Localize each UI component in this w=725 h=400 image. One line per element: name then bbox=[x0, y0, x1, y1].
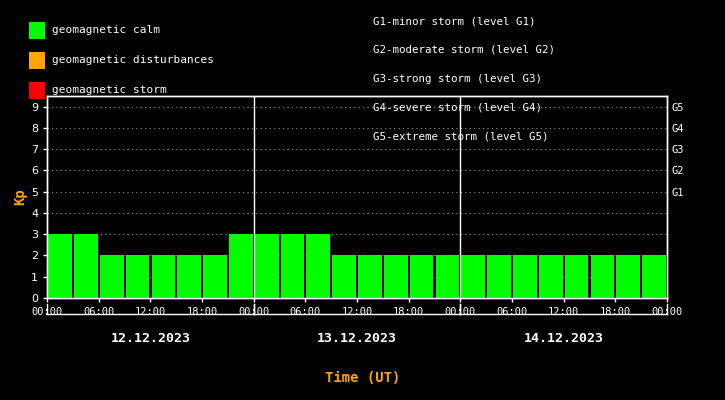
Bar bbox=[616, 256, 640, 298]
Text: G2-moderate storm (level G2): G2-moderate storm (level G2) bbox=[373, 45, 555, 55]
Bar bbox=[178, 256, 201, 298]
Bar bbox=[48, 234, 72, 298]
Bar bbox=[384, 256, 407, 298]
Text: 14.12.2023: 14.12.2023 bbox=[523, 332, 604, 344]
Bar bbox=[100, 256, 123, 298]
Bar bbox=[461, 256, 485, 298]
Text: 12.12.2023: 12.12.2023 bbox=[110, 332, 191, 344]
Text: G1-minor storm (level G1): G1-minor storm (level G1) bbox=[373, 16, 536, 26]
Bar bbox=[436, 256, 460, 298]
Bar bbox=[281, 234, 304, 298]
Bar bbox=[332, 256, 356, 298]
Bar bbox=[565, 256, 589, 298]
Text: Time (UT): Time (UT) bbox=[325, 371, 400, 385]
Bar bbox=[591, 256, 614, 298]
Bar bbox=[358, 256, 382, 298]
Bar bbox=[410, 256, 434, 298]
Bar bbox=[513, 256, 536, 298]
Y-axis label: Kp: Kp bbox=[13, 189, 27, 205]
Bar bbox=[203, 256, 227, 298]
Text: G3-strong storm (level G3): G3-strong storm (level G3) bbox=[373, 74, 542, 84]
Text: geomagnetic disturbances: geomagnetic disturbances bbox=[52, 56, 214, 66]
Text: G5-extreme storm (level G5): G5-extreme storm (level G5) bbox=[373, 131, 549, 141]
Bar bbox=[254, 234, 278, 298]
Bar bbox=[152, 256, 175, 298]
Bar bbox=[539, 256, 563, 298]
Text: geomagnetic calm: geomagnetic calm bbox=[52, 26, 160, 36]
Bar bbox=[229, 234, 253, 298]
Bar bbox=[642, 256, 666, 298]
Bar bbox=[125, 256, 149, 298]
Text: 13.12.2023: 13.12.2023 bbox=[317, 332, 397, 344]
Text: geomagnetic storm: geomagnetic storm bbox=[52, 86, 167, 96]
Bar bbox=[74, 234, 98, 298]
Text: G4-severe storm (level G4): G4-severe storm (level G4) bbox=[373, 102, 542, 112]
Bar bbox=[307, 234, 330, 298]
Bar bbox=[487, 256, 511, 298]
